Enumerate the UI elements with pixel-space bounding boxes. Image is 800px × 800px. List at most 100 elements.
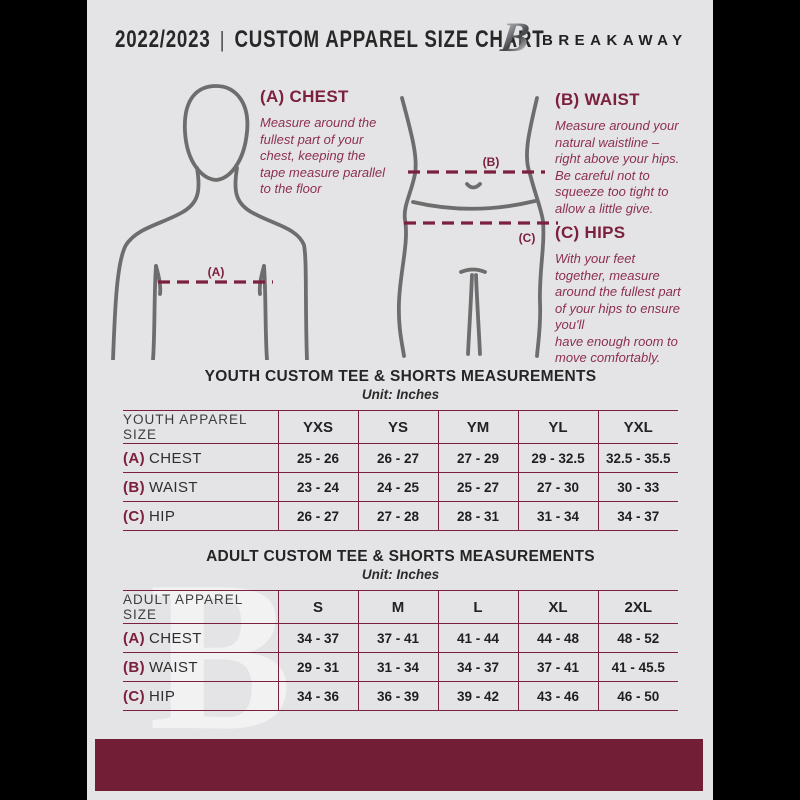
size-col-header: M [357, 590, 438, 624]
size-col-header: L [437, 590, 518, 624]
brand-lockup: B BREAKAWAY [497, 15, 688, 61]
size-cell: 23 - 24 [277, 472, 358, 502]
size-cell: 34 - 36 [277, 681, 358, 711]
hip-curve [411, 199, 537, 211]
size-chart-page: B 2022/2023 | CUSTOM APPAREL SIZE CHART B … [87, 0, 713, 800]
size-cell: 27 - 29 [437, 443, 518, 473]
title-separator: | [219, 27, 226, 52]
row-name: HIP [149, 507, 176, 525]
size-cell: 37 - 41 [357, 623, 438, 653]
size-col-header: YM [437, 410, 518, 444]
season-label: 2022/2023 [115, 26, 211, 53]
waist-guide: (B) WAIST Measure around your natural wa… [555, 90, 705, 217]
chest-line-label: (A) [208, 265, 225, 279]
adult-row-header: ADULT APPAREL SIZE [123, 590, 278, 624]
left-inner-arm [151, 264, 158, 360]
row-prefix: (C) [123, 687, 146, 705]
row-name: CHEST [149, 449, 202, 467]
size-col-header: YS [357, 410, 438, 444]
youth-header-row: YOUTH APPAREL SIZE YXS YS YM YL YXL [123, 410, 678, 444]
size-col-header: 2XL [597, 590, 678, 624]
size-cell: 27 - 28 [357, 501, 438, 531]
size-cell: 48 - 52 [597, 623, 678, 653]
size-cell: 46 - 50 [597, 681, 678, 711]
left-black-bar [0, 0, 87, 800]
row-prefix: (B) [123, 478, 146, 496]
row-prefix: (B) [123, 658, 146, 676]
size-cell: 25 - 26 [277, 443, 358, 473]
crotch-curve [459, 267, 487, 274]
hips-outline [396, 96, 546, 358]
size-cell: 44 - 48 [517, 623, 598, 653]
row-prefix: (A) [123, 629, 146, 647]
youth-hip-row: (C) HIP 26 - 27 27 - 28 28 - 31 31 - 34 3… [123, 501, 678, 531]
row-label: (B) WAIST [123, 472, 278, 502]
row-name: WAIST [149, 478, 198, 496]
chest-heading: (A) CHEST [260, 87, 349, 106]
size-col-header: YL [517, 410, 598, 444]
right-body-edge [525, 96, 546, 358]
head-outline [183, 84, 250, 182]
row-name: WAIST [149, 658, 198, 676]
youth-chest-row: (A) CHEST 25 - 26 26 - 27 27 - 29 29 - 32… [123, 443, 678, 473]
size-cell: 24 - 25 [357, 472, 438, 502]
waist-line-label: (B) [483, 155, 500, 169]
youth-unit-label: Unit: Inches [361, 387, 440, 402]
size-col-header: XL [517, 590, 598, 624]
chest-guide: (A) CHEST Measure around the fullest par… [260, 87, 395, 198]
row-name: HIP [149, 687, 176, 705]
size-cell: 27 - 30 [517, 472, 598, 502]
adult-chest-row: (A) CHEST 34 - 37 37 - 41 41 - 44 44 - 48… [123, 623, 678, 653]
right-shoulder-arm [233, 166, 309, 360]
row-prefix: (C) [123, 507, 146, 525]
left-body-edge [396, 96, 418, 358]
brand-name: BREAKAWAY [542, 31, 688, 49]
size-cell: 31 - 34 [517, 501, 598, 531]
youth-size-table: YOUTH APPAREL SIZE YXS YS YM YL YXL (A) C… [123, 410, 678, 531]
adult-table-title: ADULT CUSTOM TEE & SHORTS MEASUREMENTS [206, 548, 595, 565]
hips-instructions: With your feet together, measure around … [555, 251, 681, 365]
size-cell: 34 - 37 [597, 501, 678, 531]
size-cell: 41 - 45.5 [597, 652, 678, 682]
size-cell: 26 - 27 [277, 501, 358, 531]
hips-guide: (C) HIPS With your feet together, measur… [555, 223, 705, 367]
youth-table-title: YOUTH CUSTOM TEE & SHORTS MEASUREMENTS [204, 368, 597, 385]
size-cell: 37 - 41 [517, 652, 598, 682]
chart-title: CUSTOM APPAREL SIZE CHART [234, 26, 545, 53]
size-cell: 28 - 31 [437, 501, 518, 531]
size-cell: 29 - 32.5 [517, 443, 598, 473]
size-cell: 26 - 27 [357, 443, 438, 473]
row-prefix: (A) [123, 449, 146, 467]
size-col-header: YXS [277, 410, 358, 444]
size-cell: 30 - 33 [597, 472, 678, 502]
adult-waist-row: (B) WAIST 29 - 31 31 - 34 34 - 37 37 - 41… [123, 652, 678, 682]
hips-heading: (C) HIPS [555, 223, 626, 242]
torso-outline [111, 84, 309, 360]
right-black-bar [713, 0, 800, 800]
upper-body-figure: (A) [111, 84, 309, 360]
footer-accent-bar [95, 739, 703, 791]
left-shoulder-arm [111, 166, 201, 360]
size-cell: 41 - 44 [437, 623, 518, 653]
adult-unit-label: Unit: Inches [361, 567, 440, 582]
adult-hip-row: (C) HIP 34 - 36 36 - 39 39 - 42 43 - 46 4… [123, 681, 678, 711]
breakaway-logo-icon: B [497, 15, 533, 61]
chest-instructions: Measure around the fullest part of your … [260, 115, 386, 196]
size-cell: 32.5 - 35.5 [597, 443, 678, 473]
row-label: (C) HIP [123, 681, 278, 711]
size-cell: 34 - 37 [277, 623, 358, 653]
row-name: CHEST [149, 629, 202, 647]
size-cell: 36 - 39 [357, 681, 438, 711]
navel [465, 182, 482, 190]
row-label: (A) CHEST [123, 623, 278, 653]
size-cell: 29 - 31 [277, 652, 358, 682]
size-cell: 43 - 46 [517, 681, 598, 711]
adult-size-table: ADULT APPAREL SIZE S M L XL 2XL (A) CHEST… [123, 590, 678, 711]
lower-body-figure: (B) (C) [396, 96, 558, 358]
left-inner-leg [466, 273, 474, 356]
size-col-header: S [277, 590, 358, 624]
size-cell: 34 - 37 [437, 652, 518, 682]
right-inner-leg [474, 273, 482, 356]
page-title: 2022/2023 | CUSTOM APPAREL SIZE CHART [115, 26, 544, 54]
